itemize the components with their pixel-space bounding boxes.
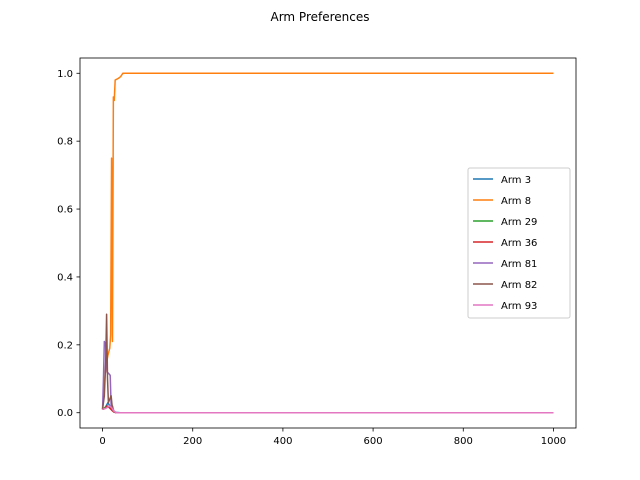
x-tick-label: 400 xyxy=(273,436,292,447)
series-lines xyxy=(101,72,554,414)
y-tick-label: 0.6 xyxy=(57,205,73,216)
legend: Arm 3 Arm 8 Arm 29 Arm 36 Arm 81 Arm 82 Arm 93 xyxy=(467,167,571,319)
y-tick-label: 0.8 xyxy=(57,137,73,148)
series-line-arm-93 xyxy=(102,405,554,414)
legend-label-arm-36: Arm 36 xyxy=(501,238,537,249)
legend-label-arm-8: Arm 8 xyxy=(501,196,531,207)
x-tick-label: 800 xyxy=(454,436,473,447)
y-tick-label: 1.0 xyxy=(57,69,73,80)
y-tick-label: 0.0 xyxy=(57,408,73,419)
legend-label-arm-29: Arm 29 xyxy=(501,217,537,228)
x-tick-label: 1000 xyxy=(541,436,566,447)
legend-label-arm-93: Arm 93 xyxy=(501,301,537,312)
x-axis: 0 200 400 600 800 1000 xyxy=(99,428,566,447)
x-tick-label: 200 xyxy=(183,436,202,447)
y-tick-label: 0.2 xyxy=(57,340,73,351)
legend-label-arm-82: Arm 82 xyxy=(501,280,537,291)
chart-title: Arm Preferences xyxy=(270,10,369,24)
x-tick-label: 600 xyxy=(364,436,383,447)
y-axis: 0.0 0.2 0.4 0.6 0.8 1.0 xyxy=(57,69,80,419)
legend-box xyxy=(467,167,571,319)
legend-label-arm-3: Arm 3 xyxy=(501,175,531,186)
x-tick-label: 0 xyxy=(99,436,105,447)
legend-label-arm-81: Arm 81 xyxy=(501,259,537,270)
y-tick-label: 0.4 xyxy=(57,272,73,283)
